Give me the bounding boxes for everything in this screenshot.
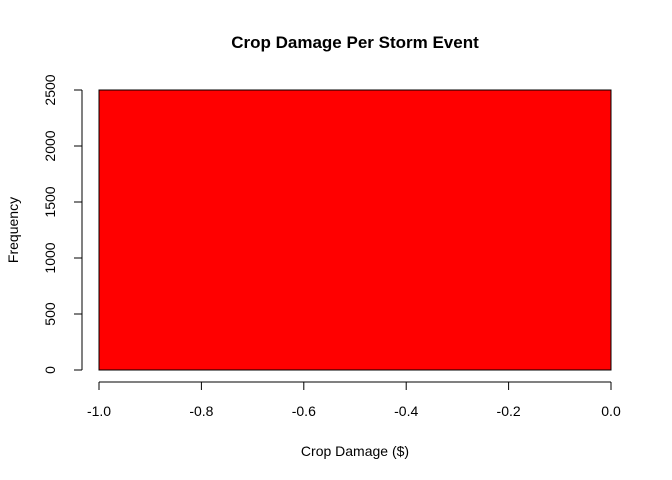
chart-title: Crop Damage Per Storm Event bbox=[231, 33, 479, 52]
y-tick-label: 2500 bbox=[42, 74, 58, 105]
x-tick-label: -0.2 bbox=[497, 403, 521, 419]
x-axis-ticks: -1.0 -0.8 -0.6 -0.4 -0.2 0.0 bbox=[87, 382, 621, 419]
y-tick-label: 2000 bbox=[42, 130, 58, 161]
x-tick-label: 0.0 bbox=[601, 403, 621, 419]
y-tick-label: 1500 bbox=[42, 186, 58, 217]
x-tick-label: -1.0 bbox=[87, 403, 111, 419]
histogram-bar bbox=[98, 89, 612, 371]
x-tick-label: -0.4 bbox=[394, 403, 418, 419]
x-axis-label: Crop Damage ($) bbox=[301, 443, 409, 459]
y-tick-label: 1000 bbox=[42, 242, 58, 273]
y-axis-ticks: 0 500 1000 1500 2000 2500 bbox=[42, 74, 82, 374]
y-axis-label: Frequency bbox=[5, 197, 21, 263]
y-tick-label: 500 bbox=[42, 302, 58, 326]
x-tick-label: -0.6 bbox=[292, 403, 316, 419]
bars-group bbox=[98, 89, 612, 371]
y-tick-label: 0 bbox=[42, 366, 58, 374]
x-tick-label: -0.8 bbox=[189, 403, 213, 419]
